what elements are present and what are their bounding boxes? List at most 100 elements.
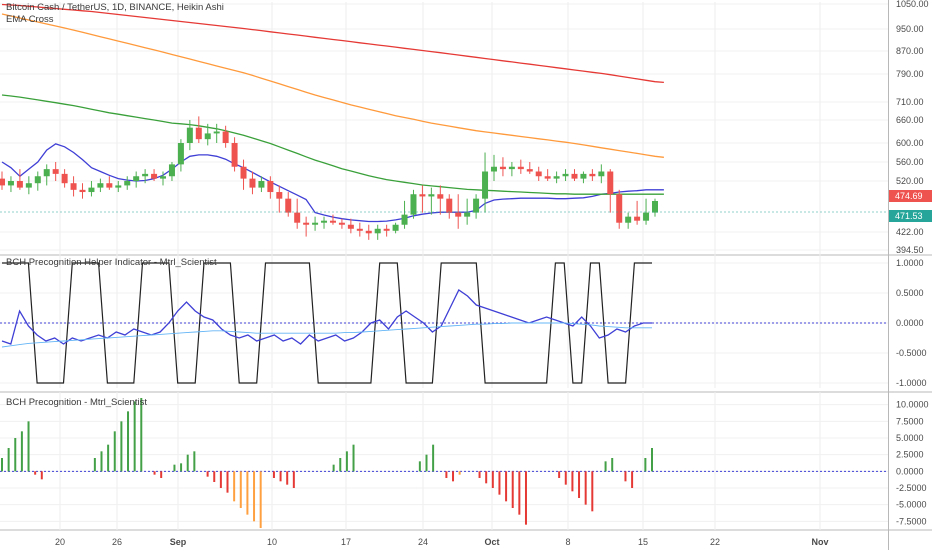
price-tick-label: 422.00 <box>896 227 924 237</box>
candle-body <box>571 173 578 179</box>
candle-body <box>508 166 515 170</box>
candle-body <box>160 176 167 179</box>
price-axis[interactable]: 1050.00 950.00 870.00 790.00 710.00 660.00 600… <box>889 0 932 526</box>
candle-body <box>25 183 32 188</box>
ema-mid-line <box>1 94 664 195</box>
candle-body <box>115 185 122 188</box>
price-tick-label: 560.00 <box>896 157 924 167</box>
candle-body <box>177 143 184 165</box>
date-tick-label: Oct <box>484 537 499 547</box>
candle-body <box>168 164 175 177</box>
candle-body <box>365 230 372 234</box>
candle-body <box>88 187 95 193</box>
date-tick-label: 20 <box>55 537 65 547</box>
date-tick-label: 17 <box>341 537 351 547</box>
helper-indicator-pane[interactable] <box>0 262 888 384</box>
candle-body <box>294 212 301 223</box>
candle-body <box>16 181 23 188</box>
candle-body <box>7 181 14 186</box>
price-tick-label: 520.00 <box>896 176 924 186</box>
candle-body <box>589 173 596 177</box>
candle-body <box>526 169 533 172</box>
candle-body <box>625 216 632 223</box>
candle-body <box>553 176 560 179</box>
candle-body <box>419 194 426 197</box>
candle-body <box>61 173 68 184</box>
indicator-tick-label: 0.5000 <box>896 288 924 298</box>
candle-body <box>329 220 336 223</box>
candle-body <box>186 127 193 143</box>
last-price-label: 471.53 <box>895 211 923 221</box>
candle-body <box>490 166 497 172</box>
candle-body <box>0 178 5 186</box>
candle-body <box>70 183 77 190</box>
histogram-tick-label: -2.5000 <box>896 483 927 493</box>
precognition-pane[interactable] <box>0 398 888 528</box>
price-tick-label: 790.00 <box>896 69 924 79</box>
candle-body <box>446 198 453 213</box>
histogram-tick-label: -5.0000 <box>896 500 927 510</box>
histogram-tick-label: 5.0000 <box>896 433 924 443</box>
histogram-tick-label: -7.5000 <box>896 516 927 526</box>
candle-body <box>383 228 390 231</box>
candle-body <box>562 173 569 177</box>
candle-body <box>249 178 256 188</box>
candle-body <box>499 166 506 170</box>
candle-body <box>267 181 274 193</box>
candle-body <box>151 173 158 179</box>
signal-line <box>1 322 652 348</box>
candle-body <box>347 224 354 229</box>
indicator-tick-label: 0.0000 <box>896 318 924 328</box>
price-tick-label: 1050.00 <box>896 0 929 9</box>
candle-body <box>303 222 310 225</box>
chart-symbol-title: Bitcoin Cash / TetherUS, 1D, BINANCE, He… <box>6 2 224 13</box>
price-tick-label: 950.00 <box>896 24 924 34</box>
histogram-tick-label: 7.5000 <box>896 416 924 426</box>
candle-body <box>321 220 328 223</box>
candle-body <box>401 214 408 225</box>
price-pane[interactable] <box>0 3 888 240</box>
candle-body <box>428 194 435 197</box>
candle-body <box>204 133 211 140</box>
last-price-tag <box>889 190 932 202</box>
price-tick-label: 710.00 <box>896 97 924 107</box>
candle-body <box>643 212 650 221</box>
candle-body <box>338 222 345 225</box>
candle-body <box>616 194 623 223</box>
candle-body <box>240 166 247 179</box>
precognition-title[interactable]: BCH Precognition - Mtrl_Scientist <box>6 397 147 408</box>
ema-slow-line <box>1 13 664 158</box>
candle-body <box>598 171 605 177</box>
date-tick-label: Sep <box>170 537 187 547</box>
helper-indicator-title[interactable]: BCH Precognition Helper Indicator - Mtrl… <box>6 257 217 268</box>
histogram-tick-label: 10.0000 <box>896 400 929 410</box>
indicator-tick-label: -0.5000 <box>896 348 927 358</box>
oscillator-line <box>1 289 652 345</box>
candle-body <box>464 212 471 217</box>
candle-body <box>276 192 283 199</box>
candle-body <box>258 181 265 188</box>
candle-body <box>222 131 229 143</box>
histogram-tick-label: 0.0000 <box>896 466 924 476</box>
time-axis[interactable]: 20 26 Sep 10 17 24 Oct 8 15 22 Nov <box>55 537 829 547</box>
candle-body <box>410 194 417 215</box>
date-tick-label: 22 <box>710 537 720 547</box>
candle-body <box>482 171 489 199</box>
histogram-tick-label: 2.5000 <box>896 450 924 460</box>
date-tick-label: 24 <box>418 537 428 547</box>
date-tick-label: Nov <box>811 537 828 547</box>
candle-body <box>285 198 292 213</box>
indicator-tick-label: 1.0000 <box>896 258 924 268</box>
candle-body <box>356 228 363 231</box>
last-price-label: 474.69 <box>895 191 923 201</box>
date-tick-label: 26 <box>112 537 122 547</box>
candle-body <box>97 183 104 188</box>
candle-body <box>535 171 542 177</box>
price-tick-label: 870.00 <box>896 46 924 56</box>
ema-cross-legend[interactable]: EMA Cross <box>6 14 54 25</box>
switch-line <box>2 262 652 384</box>
candle-body <box>34 176 41 184</box>
candle-body <box>652 201 658 213</box>
price-tick-label: 600.00 <box>896 138 924 148</box>
